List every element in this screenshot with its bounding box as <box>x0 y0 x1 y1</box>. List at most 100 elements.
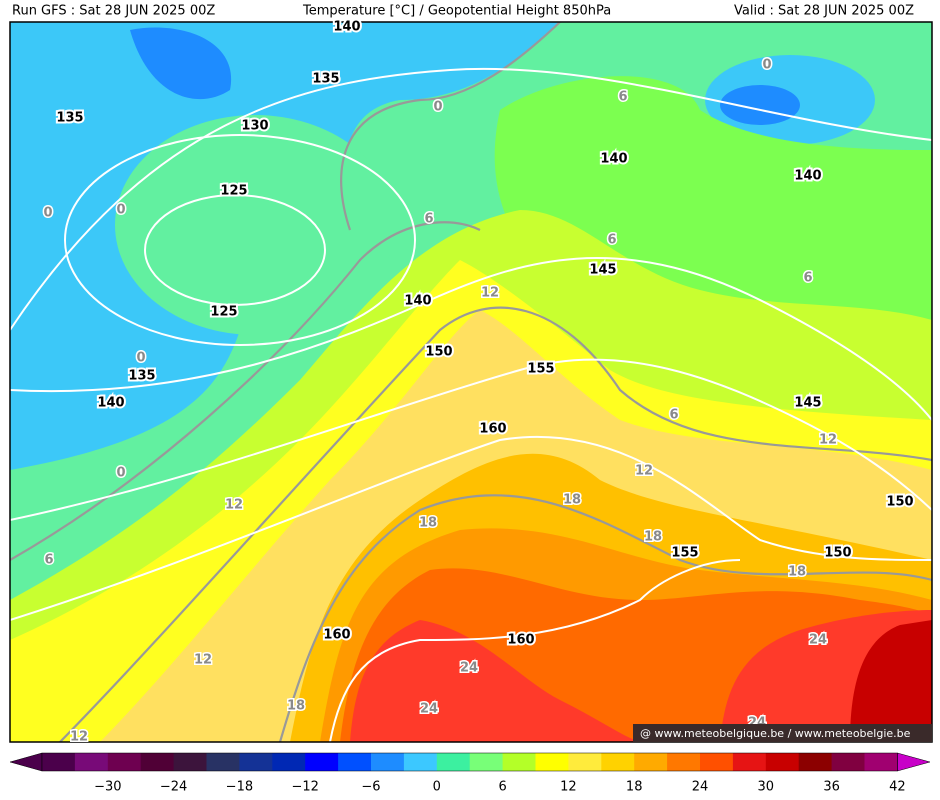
map-title: Temperature [°C] / Geopotential Height 8… <box>302 4 611 19</box>
colorbar-swatch <box>601 753 635 771</box>
temperature-label: 18 <box>788 565 806 580</box>
temperature-label: 18 <box>419 516 437 531</box>
field-darkred <box>850 620 932 742</box>
temperature-label: 18 <box>287 699 305 714</box>
temperature-label: 6 <box>44 553 53 568</box>
height-isoline <box>10 257 932 421</box>
colorbar-swatch <box>634 753 668 771</box>
temp-contour <box>278 494 932 742</box>
temperature-label: 12 <box>225 498 243 513</box>
map-field <box>10 22 932 742</box>
colorbar-swatch <box>239 753 273 771</box>
colorbar-tick-label: −12 <box>291 780 318 795</box>
height-label: 160 <box>507 633 534 648</box>
colorbar-tick-label: −30 <box>94 780 121 795</box>
temperature-label: 0 <box>116 466 125 481</box>
height-label: 125 <box>220 184 247 199</box>
colorbar-swatch <box>338 753 372 771</box>
temperature-label: 0 <box>43 206 52 221</box>
colorbar-tick-label: 18 <box>626 780 643 795</box>
colorbar-tick-label: 12 <box>560 780 577 795</box>
colorbar-swatch <box>107 753 142 771</box>
colorbar-swatch <box>667 753 701 771</box>
height-label: 160 <box>479 422 506 437</box>
field-red <box>350 620 640 742</box>
temperature-label: 0 <box>762 58 771 73</box>
colorbar-end <box>897 752 931 772</box>
colorbar-swatch <box>305 753 339 771</box>
colorbar-swatch <box>765 753 800 771</box>
height-label: 150 <box>425 345 452 360</box>
height-label: 125 <box>210 305 237 320</box>
colorbar-swatch <box>798 753 833 771</box>
field-colder <box>130 27 232 100</box>
watermark: @ www.meteobelgique.be / www.meteobelgie… <box>640 727 911 740</box>
height-isoline <box>144 194 326 306</box>
height-isoline <box>329 559 741 742</box>
height-label: 160 <box>323 628 350 643</box>
colorbar-swatch <box>864 753 898 771</box>
height-label: 140 <box>404 294 431 309</box>
temperature-label: 18 <box>563 493 581 508</box>
watermark-box <box>633 724 932 742</box>
height-label: 135 <box>56 111 83 126</box>
temperature-label: 6 <box>803 271 812 286</box>
height-label: 150 <box>824 546 851 561</box>
temperature-label: 18 <box>644 530 662 545</box>
colorbar-tick-label: 6 <box>498 780 506 795</box>
colorbar: −30 −24 −18 −12 −6 0 6 12 18 24 30 36 42 <box>9 752 931 795</box>
temperature-label: 6 <box>424 212 433 227</box>
temperature-label: 12 <box>70 730 88 745</box>
colorbar-tick-label: 24 <box>692 780 709 795</box>
colorbar-swatch <box>140 753 175 771</box>
colorbar-tick-label: −6 <box>361 780 380 795</box>
temperature-label: 24 <box>809 633 827 648</box>
height-isoline <box>10 358 932 521</box>
colorbar-frame <box>41 752 898 772</box>
height-isoline <box>10 67 932 331</box>
height-label: 145 <box>794 396 821 411</box>
height-label: 140 <box>794 169 821 184</box>
colorbar-tick-label: 36 <box>823 780 840 795</box>
colorbar-tick-label: 30 <box>758 780 775 795</box>
colorbar-swatch <box>502 753 536 771</box>
colorbar-swatch <box>469 753 504 771</box>
colorbar-end <box>9 752 43 772</box>
height-label: 135 <box>128 369 155 384</box>
colorbar-swatch <box>732 753 767 771</box>
height-isoline <box>10 435 932 621</box>
height-label: 155 <box>671 546 698 561</box>
height-label: 140 <box>600 152 627 167</box>
height-label: 150 <box>886 495 913 510</box>
temperature-label: 0 <box>136 351 145 366</box>
height-label: 130 <box>241 119 268 134</box>
colorbar-swatch <box>42 753 76 771</box>
valid-info: Valid : Sat 28 JUN 2025 00Z <box>734 4 914 19</box>
colorbar-swatch <box>371 753 405 771</box>
colorbar-swatch <box>568 753 602 771</box>
temperature-label: 12 <box>635 464 653 479</box>
colorbar-tick-label: −24 <box>160 780 187 795</box>
temperature-label: 0 <box>433 100 442 115</box>
colorbar-swatch <box>700 753 734 771</box>
height-label: 140 <box>333 20 360 35</box>
temperature-label: 6 <box>618 90 627 105</box>
colorbar-swatch <box>403 753 438 771</box>
height-label: 145 <box>589 263 616 278</box>
temperature-label: 12 <box>481 286 499 301</box>
field-mild <box>115 115 395 335</box>
temperature-label: 6 <box>669 408 678 423</box>
map-frame <box>9 21 933 743</box>
temperature-label: 0 <box>116 203 125 218</box>
colorbar-tick-label: 0 <box>433 780 441 795</box>
colorbar-tick-label: −18 <box>226 780 253 795</box>
temperature-label: 12 <box>194 653 212 668</box>
temperature-label: 12 <box>819 433 837 448</box>
colorbar-swatch <box>74 753 109 771</box>
colorbar-swatch <box>436 753 471 771</box>
temp-contour <box>340 22 561 231</box>
colorbar-swatch <box>173 753 207 771</box>
height-isoline <box>64 134 416 346</box>
